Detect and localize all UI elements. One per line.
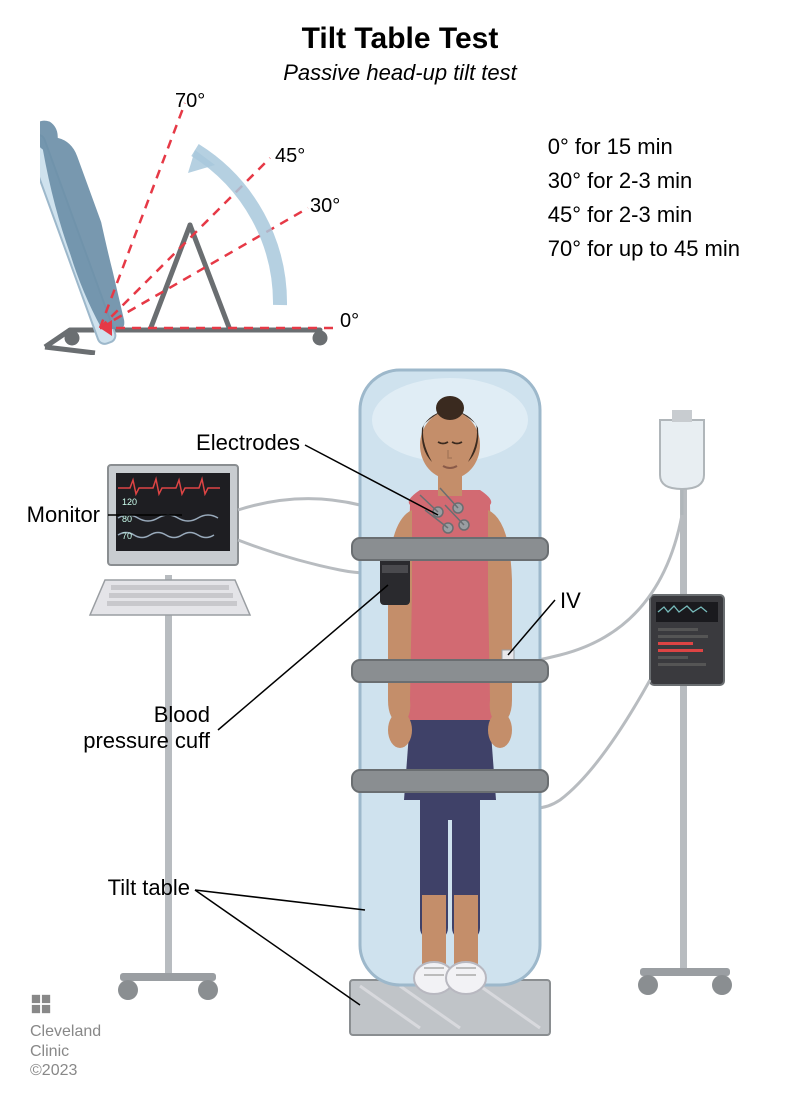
angle-diagram (40, 95, 380, 355)
tilt-table-label: Tilt table (70, 875, 190, 901)
angle-30-label: 30° (310, 195, 340, 218)
page-title: Tilt Table Test (0, 22, 800, 56)
monitor-label: Monitor (0, 502, 100, 528)
angle-70-label: 70° (175, 90, 205, 113)
protocol-item: 0° for 15 min (548, 130, 740, 164)
footer-logo-icon (30, 993, 52, 1015)
protocol-list: 0° for 15 min 30° for 2-3 min 45° for 2-… (548, 130, 740, 266)
page-subtitle: Passive head-up tilt test (0, 60, 800, 86)
footer-org: Cleveland Clinic (30, 1022, 101, 1060)
electrodes-label: Electrodes (110, 430, 300, 456)
footer: Cleveland Clinic ©2023 (30, 993, 101, 1080)
protocol-item: 45° for 2-3 min (548, 198, 740, 232)
bp-cuff-label: Blood pressure cuff (50, 702, 210, 754)
protocol-item: 70° for up to 45 min (548, 232, 740, 266)
svg-text:120: 120 (122, 497, 137, 507)
iv-label: IV (560, 588, 581, 614)
svg-text:70: 70 (122, 531, 132, 541)
footer-copyright: ©2023 (30, 1061, 101, 1080)
angle-45-label: 45° (275, 145, 305, 168)
protocol-item: 30° for 2-3 min (548, 164, 740, 198)
angle-0-label: 0° (340, 310, 359, 333)
